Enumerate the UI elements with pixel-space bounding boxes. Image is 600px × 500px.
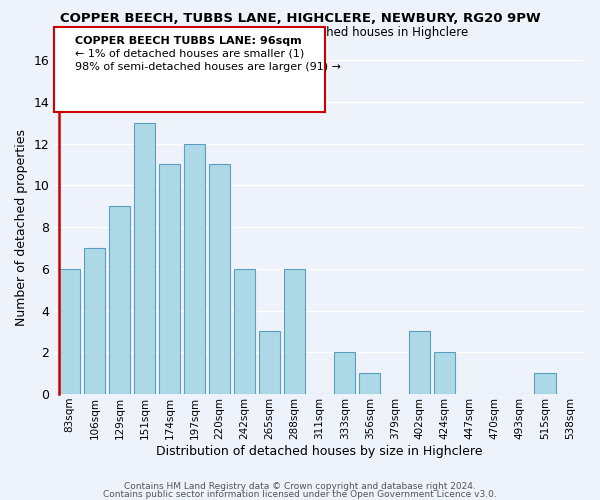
Y-axis label: Number of detached properties: Number of detached properties bbox=[15, 128, 28, 326]
Text: Contains HM Land Registry data © Crown copyright and database right 2024.: Contains HM Land Registry data © Crown c… bbox=[124, 482, 476, 491]
Text: Size of property relative to detached houses in Highclere: Size of property relative to detached ho… bbox=[131, 26, 469, 39]
X-axis label: Distribution of detached houses by size in Highclere: Distribution of detached houses by size … bbox=[157, 444, 483, 458]
Bar bbox=[59, 269, 80, 394]
Text: COPPER BEECH, TUBBS LANE, HIGHCLERE, NEWBURY, RG20 9PW: COPPER BEECH, TUBBS LANE, HIGHCLERE, NEW… bbox=[59, 12, 541, 26]
Text: 98% of semi-detached houses are larger (91) →: 98% of semi-detached houses are larger (… bbox=[75, 62, 341, 72]
Bar bbox=[535, 373, 556, 394]
Bar bbox=[334, 352, 355, 394]
Text: ← 1% of detached houses are smaller (1): ← 1% of detached houses are smaller (1) bbox=[75, 48, 305, 58]
Bar bbox=[84, 248, 105, 394]
Bar bbox=[209, 164, 230, 394]
Text: Contains public sector information licensed under the Open Government Licence v3: Contains public sector information licen… bbox=[103, 490, 497, 499]
Text: COPPER BEECH TUBBS LANE: 96sqm: COPPER BEECH TUBBS LANE: 96sqm bbox=[75, 36, 302, 46]
Bar bbox=[109, 206, 130, 394]
Bar bbox=[184, 144, 205, 394]
Bar bbox=[434, 352, 455, 394]
Bar bbox=[284, 269, 305, 394]
Bar bbox=[259, 332, 280, 394]
Bar bbox=[359, 373, 380, 394]
Bar bbox=[134, 122, 155, 394]
Bar bbox=[409, 332, 430, 394]
Bar bbox=[159, 164, 180, 394]
Bar bbox=[234, 269, 255, 394]
